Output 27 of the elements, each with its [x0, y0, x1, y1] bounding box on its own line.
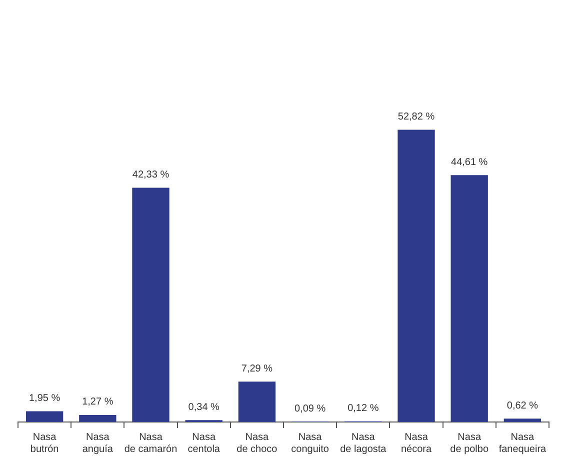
bar [26, 411, 64, 422]
bar [132, 188, 170, 422]
x-tick-label: Nasa fanequeira [498, 432, 547, 455]
x-tick-label: Nasa anguía [82, 432, 114, 455]
data-label: 1,27 % [82, 396, 114, 408]
x-tick-label: Nasa de camarón [124, 432, 178, 455]
bar [79, 414, 116, 422]
data-label: 0,34 % [188, 402, 220, 413]
bar [238, 382, 276, 422]
data-label: 52,82 % [398, 111, 435, 122]
x-tick-label: Nasa de choco [236, 432, 278, 455]
x-tick-label: Nasa de polbo [450, 432, 489, 455]
bar [504, 418, 542, 422]
bar [450, 175, 488, 422]
x-tick-label: Nasa conguito [291, 432, 330, 455]
x-tick-label: Nasa de lagosta [340, 432, 387, 455]
x-tick-label: Nasa butrón [30, 432, 59, 455]
data-label: 44,61 % [451, 156, 488, 168]
bar [398, 130, 435, 422]
data-label: 0,62 % [506, 400, 538, 412]
data-label: 7,29 % [241, 363, 273, 374]
x-tick-label: Nasa centola [188, 432, 220, 455]
data-label: 0,09 % [294, 403, 326, 414]
data-label: 1,95 % [28, 392, 60, 404]
data-label: 0,12 % [348, 403, 379, 414]
x-tick-label: Nasa nécora [400, 432, 432, 455]
data-label: 42,33 % [132, 170, 170, 181]
